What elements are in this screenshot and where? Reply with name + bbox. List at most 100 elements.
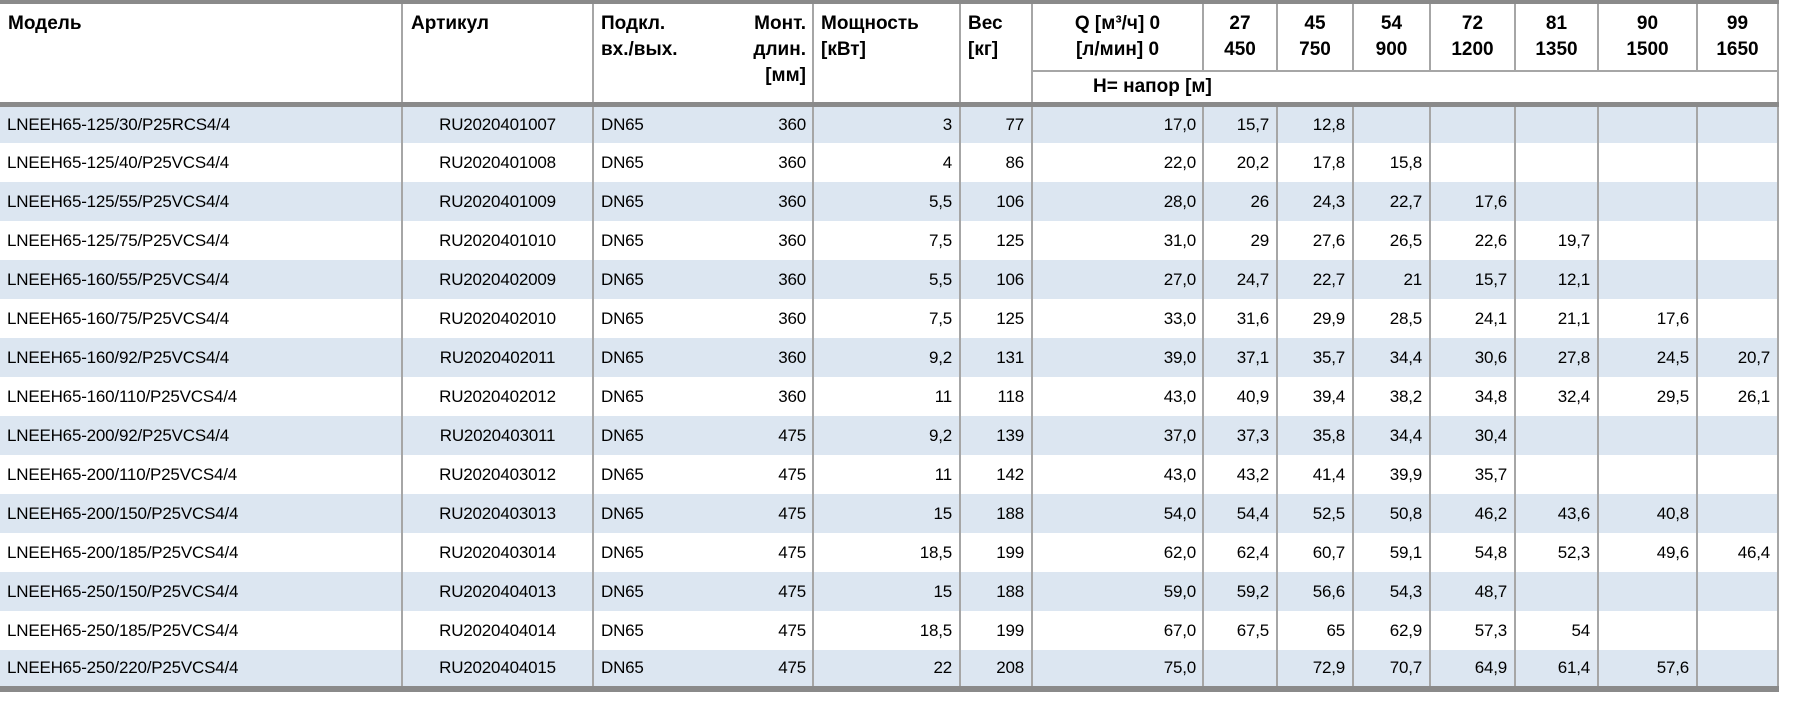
head-value-cell: 24,5 — [1597, 338, 1697, 377]
head-value-cell: 40,8 — [1597, 494, 1697, 533]
mount-length-cell: 475 — [778, 620, 806, 640]
head-value-cell: 27,6 — [1276, 221, 1353, 260]
connection-cell: DN65 — [592, 416, 700, 455]
head-value-cell: 60,7 — [1276, 533, 1353, 572]
header-line: 900 — [1375, 39, 1408, 60]
column-header-connection: Подкл. вх./вых. — [592, 2, 700, 104]
header-line: 45 — [1304, 13, 1326, 34]
head-value-cell: 31,6 — [1202, 299, 1277, 338]
table-row: LNEEH65-200/150/P25VCS4/4 RU2020403013 DN6… — [0, 494, 1779, 533]
head-value-cell: 54,3 — [1352, 572, 1430, 611]
power-cell: 22 — [812, 650, 960, 689]
header-line: [мм] — [765, 65, 806, 86]
mount-length-cell: 360 — [778, 191, 806, 211]
head-value-cell: 54,4 — [1202, 494, 1277, 533]
weight-cell: 199 — [959, 611, 1032, 650]
model-cell: LNEEH65-200/110/P25VCS4/4 — [7, 464, 238, 484]
mount-length-cell: 360 — [700, 101, 813, 143]
head-value-cell — [1696, 101, 1779, 143]
head-value-cell: 43,6 — [1514, 494, 1598, 533]
article-cell: RU2020403014 — [401, 533, 593, 572]
article-cell: RU2020404013 — [401, 572, 593, 611]
head-value-cell: 27,8 — [1514, 338, 1598, 377]
article-cell: RU2020402012 — [401, 377, 593, 416]
column-header-flow-54: 54 900 — [1352, 2, 1430, 72]
head-value-cell: 46,4 — [1696, 533, 1779, 572]
article-cell: RU2020404015 — [401, 650, 593, 689]
model-cell: LNEEH65-125/75/P25VCS4/4 — [7, 230, 230, 250]
head-value-cell: 28,0 — [1031, 182, 1203, 221]
head-value-cell — [1514, 416, 1598, 455]
column-header-flow-q: Q [м³/ч] 0 [л/мин] 0 — [1031, 2, 1203, 72]
connection-cell: DN65 — [592, 533, 700, 572]
head-value-cell: 34,4 — [1352, 416, 1430, 455]
head-value-cell — [1696, 299, 1779, 338]
head-value-cell: 24,1 — [1429, 299, 1515, 338]
head-value-cell: 72,9 — [1276, 650, 1353, 689]
connection-cell: DN65 — [592, 299, 700, 338]
model-cell: LNEEH65-200/185/P25VCS4/4 — [7, 542, 239, 562]
head-value-cell — [1514, 182, 1598, 221]
article-cell: RU2020401009 — [401, 182, 593, 221]
model-cell: LNEEH65-160/55/P25VCS4/4 — [7, 269, 230, 289]
head-value-cell — [1597, 182, 1697, 221]
weight-cell: 208 — [959, 650, 1032, 689]
header-line: [кВт] — [821, 39, 866, 60]
head-value-cell: 17,8 — [1276, 143, 1353, 182]
head-value-cell: 57,3 — [1429, 611, 1515, 650]
header-line: [кг] — [968, 39, 999, 60]
article-cell: RU2020403012 — [401, 455, 593, 494]
power-cell: 11 — [812, 455, 960, 494]
head-value-cell — [1597, 416, 1697, 455]
weight-cell: 125 — [959, 299, 1032, 338]
header-line: 1650 — [1716, 39, 1759, 60]
model-cell: LNEEH65-200/92/P25VCS4/4 — [7, 425, 230, 445]
model-cell: LNEEH65-125/40/P25VCS4/4 — [7, 152, 230, 172]
mount-length-cell: 360 — [778, 269, 806, 289]
connection-cell: DN65 — [592, 221, 700, 260]
head-value-cell — [1696, 221, 1779, 260]
header-line: 72 — [1461, 13, 1484, 34]
head-value-cell — [1696, 650, 1779, 689]
power-cell: 18,5 — [812, 611, 960, 650]
head-value-cell — [1202, 650, 1277, 689]
header-line: Монт. — [754, 13, 806, 34]
column-header-flow-45: 45 750 — [1276, 2, 1353, 72]
head-value-cell: 39,9 — [1352, 455, 1430, 494]
model-cell: LNEEH65-250/185/P25VCS4/4 — [7, 620, 239, 640]
head-value-cell: 27,0 — [1031, 260, 1203, 299]
head-value-cell: 49,6 — [1597, 533, 1697, 572]
model-cell: LNEEH65-160/75/P25VCS4/4 — [7, 308, 230, 328]
weight-cell: 86 — [959, 143, 1032, 182]
head-value-cell: 54 — [1514, 611, 1598, 650]
head-value-cell — [1514, 572, 1598, 611]
connection-cell: DN65 — [592, 650, 700, 689]
head-value-cell — [1696, 611, 1779, 650]
weight-cell: 106 — [959, 260, 1032, 299]
article-cell: RU2020402009 — [401, 260, 593, 299]
head-value-cell — [1429, 143, 1515, 182]
header-line: вх./вых. — [601, 39, 678, 60]
header-line: [л/мин] 0 — [1075, 39, 1160, 60]
power-cell: 3 — [812, 101, 960, 143]
head-value-cell: 22,7 — [1276, 260, 1353, 299]
article-cell: RU2020404014 — [401, 611, 593, 650]
article-cell: RU2020401010 — [401, 221, 593, 260]
head-value-cell: 35,8 — [1276, 416, 1353, 455]
connection-cell: DN65 — [592, 182, 700, 221]
power-cell: 15 — [812, 494, 960, 533]
article-cell: RU2020402011 — [401, 338, 593, 377]
connection-cell: DN65 — [592, 611, 700, 650]
weight-cell: 106 — [959, 182, 1032, 221]
head-value-cell — [1696, 260, 1779, 299]
power-cell: 15 — [812, 572, 960, 611]
head-value-cell: 29 — [1202, 221, 1277, 260]
head-value-cell — [1696, 416, 1779, 455]
model-cell: LNEEH65-250/220/P25VCS4/4 — [7, 658, 239, 677]
mount-length-cell: 360 — [778, 152, 806, 172]
header-line: 99 — [1726, 13, 1749, 34]
head-value-cell: 41,4 — [1276, 455, 1353, 494]
head-value-cell: 54,0 — [1031, 494, 1203, 533]
header-line: 27 — [1229, 13, 1251, 34]
header-line: Мощность — [821, 13, 919, 34]
